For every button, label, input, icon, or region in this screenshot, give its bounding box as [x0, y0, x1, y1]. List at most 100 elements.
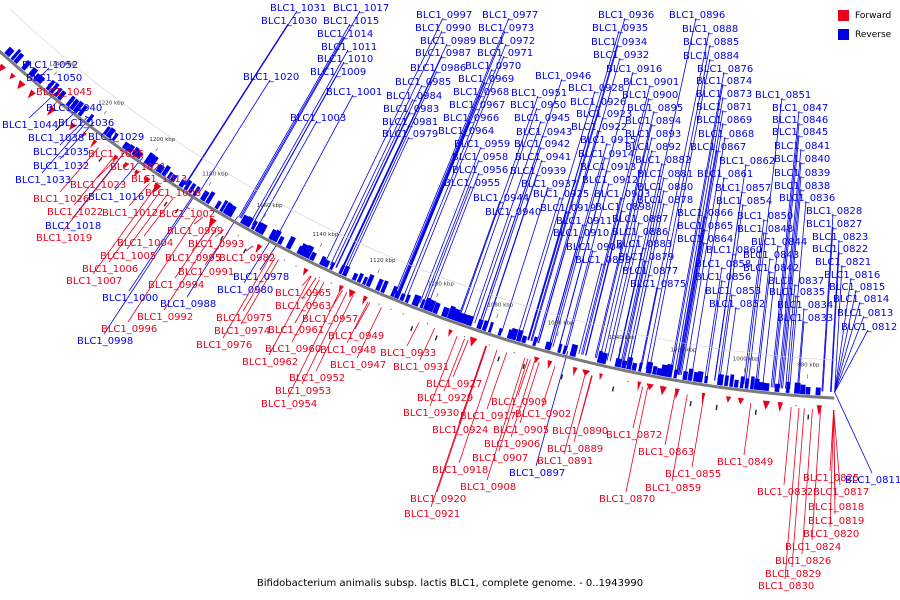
gene-label: BLC1_0891 — [537, 456, 593, 467]
gene-label: BLC1_0975 — [216, 313, 272, 324]
gene-label: BLC1_0838 — [774, 181, 830, 192]
gene-label: BLC1_0826 — [775, 556, 831, 567]
reverse-feature — [250, 220, 259, 231]
gene-connector — [485, 173, 538, 328]
gene-label: BLC1_0956 — [452, 165, 508, 176]
gene-label: BLC1_0932 — [593, 50, 649, 61]
gene-label: BLC1_0962 — [242, 357, 298, 368]
gene-label: BLC1_0958 — [452, 152, 508, 163]
kbp-tick-label: 1020 kbp — [671, 347, 697, 353]
reverse-feature — [169, 173, 178, 183]
kbp-tick-mark — [436, 293, 439, 298]
gene-label: BLC1_0818 — [808, 502, 864, 513]
forward-feature — [362, 295, 368, 305]
gene-connector — [452, 339, 469, 378]
gene-label: BLC1_0864 — [677, 234, 733, 245]
gene-label: BLC1_0952 — [289, 373, 345, 384]
reverse-feature — [271, 229, 282, 243]
gene-connector — [801, 408, 813, 555]
gene-label: BLC1_0872 — [606, 430, 662, 441]
gene-label: BLC1_0970 — [465, 61, 521, 72]
gene-connector — [501, 186, 549, 333]
gene-label: BLC1_0951 — [511, 88, 567, 99]
reverse-swatch — [838, 29, 849, 40]
gene-label: BLC1_0912 — [582, 175, 638, 186]
reverse-feature — [739, 376, 745, 389]
gene-label: BLC1_0982 — [219, 253, 275, 264]
gene-label: BLC1_0895 — [627, 103, 683, 114]
reverse-feature — [432, 302, 441, 315]
gene-connector — [427, 172, 480, 307]
reverse-feature — [72, 100, 85, 114]
reverse-feature — [793, 382, 801, 394]
gene-label: BLC1_0941 — [515, 152, 571, 163]
feature-dot — [402, 313, 404, 315]
gene-connector — [486, 357, 526, 481]
gene-connector — [745, 231, 765, 385]
forward-feature — [599, 373, 603, 381]
feature-dot — [488, 344, 490, 346]
reverse-feature — [146, 154, 159, 169]
reverse-feature — [562, 345, 568, 355]
gene-connector — [671, 83, 724, 374]
gene-connector — [787, 294, 797, 389]
reverse-feature — [126, 144, 136, 154]
gene-connector — [617, 162, 663, 364]
feature-dot — [378, 303, 380, 305]
gene-label: BLC1_0967 — [449, 100, 505, 111]
feature-dot — [295, 265, 297, 267]
gene-connector — [822, 226, 834, 392]
forward-feature — [338, 284, 345, 293]
forward-feature — [470, 336, 478, 347]
reverse-feature — [656, 367, 663, 376]
gene-connector — [834, 315, 865, 393]
gene-connector — [743, 218, 765, 385]
reverse-feature — [105, 127, 116, 139]
forward-feature — [582, 369, 591, 376]
gene-label: BLC1_1044 — [2, 120, 58, 131]
gene-label: BLC1_0966 — [443, 113, 499, 124]
forward-feature — [27, 89, 36, 99]
gene-label: BLC1_0825 — [803, 473, 859, 484]
gene-label: BLC1_1005 — [100, 251, 156, 262]
gene-connector — [170, 195, 173, 198]
gene-connector — [530, 17, 626, 341]
gene-connector — [103, 192, 198, 335]
gene-label: BLC1_0849 — [717, 457, 773, 468]
gene-label: BLC1_0833 — [777, 313, 833, 324]
reverse-feature — [481, 320, 489, 332]
gene-connector — [126, 194, 168, 250]
gene-connector — [516, 196, 561, 337]
reverse-feature — [411, 294, 422, 307]
gene-label: BLC1_0880 — [637, 182, 693, 193]
gene-connector — [394, 17, 510, 294]
gene-connector — [770, 110, 800, 388]
forward-feature — [152, 182, 162, 194]
gene-label: BLC1_0924 — [432, 425, 488, 436]
reverse-feature — [466, 315, 475, 327]
gene-label: BLC1_0960 — [265, 344, 321, 355]
feature-dot — [192, 208, 195, 210]
reverse-feature — [774, 383, 780, 393]
kbp-tick-mark — [319, 242, 323, 247]
reverse-feature — [121, 141, 131, 151]
kbp-tick-mark — [263, 213, 266, 218]
feature-tick — [98, 157, 103, 162]
feature-dot — [237, 234, 240, 237]
gene-connector — [462, 107, 538, 320]
forward-feature — [534, 356, 540, 364]
gene-connector — [294, 279, 320, 324]
gene-label: BLC1_0906 — [484, 439, 540, 450]
gene-connector — [725, 306, 737, 383]
gene-connector — [198, 79, 271, 194]
gene-label: BLC1_0959 — [454, 139, 510, 150]
feature-dot — [627, 380, 629, 383]
forward-feature — [133, 169, 140, 178]
reverse-feature — [35, 74, 46, 85]
gene-connector — [640, 286, 658, 368]
reverse-feature — [240, 214, 250, 226]
gene-connector — [719, 293, 733, 382]
gene-connector — [773, 134, 800, 388]
reverse-feature — [219, 199, 229, 213]
gene-connector — [245, 245, 254, 252]
